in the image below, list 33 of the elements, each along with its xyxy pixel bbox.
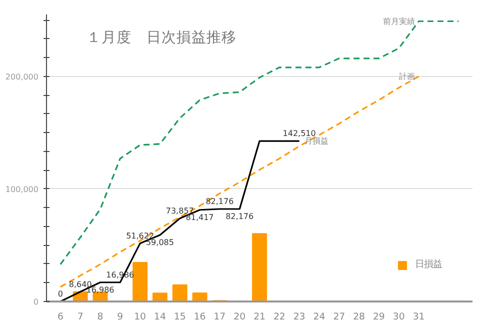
series-label: 前月実績 [382,16,415,26]
x-tick-label: 30 [392,312,405,322]
data-label: 82,176 [226,212,254,222]
x-tick-label: 8 [97,312,104,322]
data-label: 59,085 [146,238,174,247]
data-label: 81,417 [186,212,214,222]
x-tick-label: 16 [194,312,206,322]
x-tick-label: 20 [234,312,246,322]
x-tick-label: 15 [174,312,186,322]
x-tick-label: 14 [154,312,166,322]
data-label: 0 [58,290,63,298]
x-tick-label: 7 [77,312,84,322]
legend-label: 日損益 [415,258,442,271]
data-label: 82,176 [206,197,234,206]
data-label: 142,510 [282,129,316,138]
x-tick-label: 24 [313,312,326,322]
text: １月度 日次損益推移 [86,29,236,46]
y-tick-label: 200,000 [5,72,39,82]
y-tick-label: 100,000 [5,184,39,194]
x-tick-label: 21 [254,312,266,322]
x-tick-label: 28 [353,312,366,322]
x-tick-label: 6 [57,312,64,322]
x-tick-label: 31 [412,312,425,322]
data-label: 8,640 [68,280,92,289]
series-label: 計画 [398,72,415,81]
x-tick-label: 17 [214,312,226,322]
x-tick-label: 27 [333,312,346,322]
x-tick-label: 10 [134,312,146,322]
y-tick-label: 0 [33,298,39,306]
x-tick-label: 9 [117,312,124,322]
x-tick-label: 22 [273,312,286,322]
x-tick-label: 23 [293,312,306,322]
x-tick-label: 29 [373,312,385,322]
